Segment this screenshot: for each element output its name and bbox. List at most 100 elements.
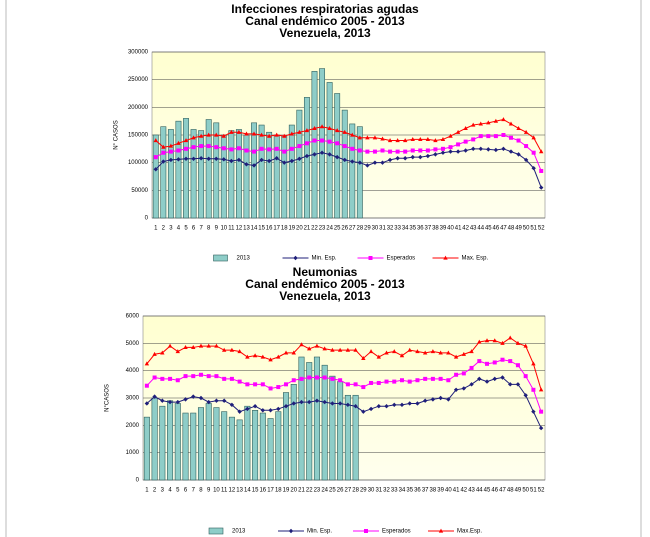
marker [199, 144, 204, 149]
series-line [146, 337, 542, 390]
bar [326, 82, 333, 219]
bar [296, 109, 303, 219]
marker [345, 347, 351, 352]
marker [515, 382, 521, 387]
bar [258, 124, 265, 219]
marker [314, 398, 320, 403]
marker [453, 354, 459, 359]
marker [372, 160, 378, 165]
x-tick-label: 26 [341, 226, 348, 232]
marker [415, 349, 420, 354]
marker [322, 399, 327, 405]
marker [365, 149, 370, 154]
marker [508, 149, 514, 154]
x-tick-label: 9 [207, 488, 211, 494]
x-tick-label: 20 [296, 226, 303, 232]
marker [492, 376, 497, 382]
x-tick-label: 14 [244, 488, 251, 494]
marker [338, 378, 343, 383]
bar [266, 131, 273, 219]
marker [320, 138, 325, 143]
marker [268, 386, 273, 391]
legend-label: Min. Esp. [307, 529, 332, 535]
x-tick-label: 8 [199, 488, 203, 494]
marker [446, 397, 451, 402]
marker [384, 350, 389, 355]
x-tick-label: 32 [387, 226, 394, 232]
marker [282, 149, 287, 154]
marker [486, 147, 491, 152]
marker [455, 129, 461, 134]
marker [486, 120, 491, 125]
x-tick-label: 41 [453, 488, 460, 494]
marker [353, 382, 358, 387]
x-tick-label: 41 [455, 226, 462, 232]
bar [175, 120, 182, 219]
marker [430, 397, 436, 402]
marker [160, 376, 165, 381]
x-tick-label: 2 [153, 488, 157, 494]
x-tick-label: 21 [298, 488, 305, 494]
marker [508, 382, 513, 387]
marker [252, 404, 258, 409]
marker [244, 148, 249, 153]
marker [206, 343, 211, 348]
x-tick-label: 52 [538, 488, 545, 494]
marker [415, 401, 420, 406]
marker [471, 137, 476, 142]
marker [229, 376, 234, 381]
marker [274, 146, 279, 151]
y-tick-label: 100000 [128, 160, 149, 166]
marker [410, 137, 415, 142]
marker [493, 118, 499, 123]
bar [182, 412, 189, 481]
marker [539, 185, 544, 190]
marker [361, 409, 366, 414]
x-tick-label: 13 [243, 226, 250, 232]
marker [368, 349, 374, 354]
marker [283, 350, 289, 355]
bar [349, 123, 356, 219]
marker [304, 141, 309, 146]
y-tick-label: 0 [136, 478, 140, 484]
marker [501, 146, 506, 152]
x-tick-label: 11 [228, 226, 235, 232]
marker [245, 354, 250, 359]
x-tick-label: 16 [266, 226, 273, 232]
x-tick-label: 24 [321, 488, 328, 494]
marker [471, 146, 476, 152]
marker [330, 347, 335, 352]
marker [523, 393, 528, 398]
marker [161, 150, 166, 155]
marker [330, 376, 335, 381]
x-tick-label: 12 [229, 488, 236, 494]
x-tick-label: 49 [515, 488, 522, 494]
marker [357, 135, 363, 140]
marker [259, 132, 264, 137]
marker [446, 378, 451, 383]
marker [493, 134, 498, 139]
marker [221, 133, 226, 138]
marker [198, 395, 204, 401]
x-tick-label: 28 [352, 488, 359, 494]
marker [478, 146, 483, 152]
marker [206, 399, 211, 405]
legend-label: Max. Esp. [462, 256, 489, 262]
marker [266, 133, 272, 138]
marker [237, 349, 242, 354]
marker [152, 375, 157, 380]
bar [290, 384, 297, 481]
marker [252, 353, 258, 358]
marker [433, 138, 438, 143]
x-tick-label: 1 [154, 226, 158, 232]
marker [299, 342, 304, 347]
marker [274, 132, 279, 137]
marker [376, 380, 381, 385]
marker [244, 162, 249, 167]
legend-label: Max.Esp. [457, 529, 482, 535]
x-tick-label: 47 [500, 226, 507, 232]
x-tick-label: 43 [468, 488, 475, 494]
marker [245, 406, 250, 412]
bar [281, 135, 288, 219]
marker [206, 374, 211, 379]
